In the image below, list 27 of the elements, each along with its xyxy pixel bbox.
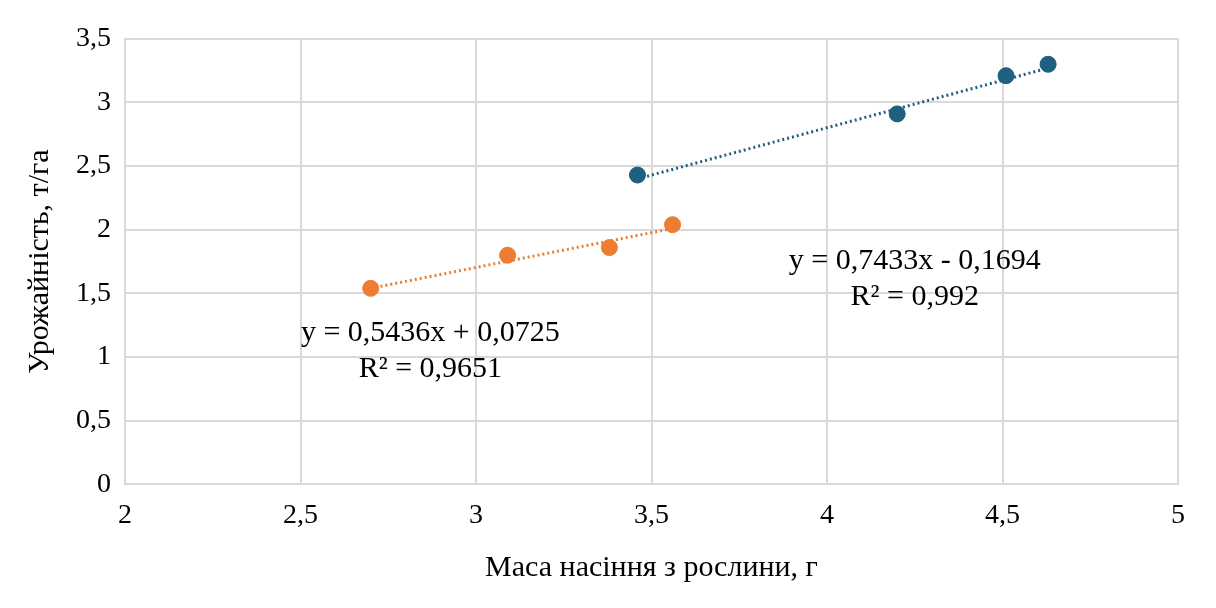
x-axis-title: Маса насіння з рослини, г [485, 548, 818, 582]
y-tick-label: 1 [97, 339, 111, 371]
point [600, 239, 618, 257]
y-tick-label: 3 [97, 84, 111, 116]
x-tick-label: 5 [1171, 497, 1185, 529]
point [499, 246, 517, 264]
x-tick-label: 2 [118, 497, 132, 529]
x-tick-label: 3 [469, 497, 483, 529]
point [997, 67, 1015, 85]
point [628, 166, 646, 184]
point [1039, 55, 1057, 73]
point [888, 105, 906, 123]
point [362, 279, 380, 297]
x-tick-label: 2,5 [283, 497, 318, 529]
annotation: y = 0,5436x + 0,0725 R² = 0,9651 [300, 313, 560, 383]
x-tick-label: 4 [820, 497, 834, 529]
y-tick-label: 0 [97, 466, 111, 498]
y-tick-label: 2,5 [76, 148, 111, 180]
x-tick-label: 3,5 [634, 497, 669, 529]
y-tick-label: 0,5 [76, 403, 111, 435]
point [664, 216, 682, 234]
annotation: y = 0,7433x - 0,1694 R² = 0,992 [788, 242, 1041, 312]
x-tick-label: 4,5 [985, 497, 1020, 529]
y-tick-label: 2 [97, 212, 111, 244]
y-tick-label: 3,5 [76, 21, 111, 53]
y-axis-title: Урожайність, т/га [20, 149, 54, 374]
y-tick-label: 1,5 [76, 275, 111, 307]
